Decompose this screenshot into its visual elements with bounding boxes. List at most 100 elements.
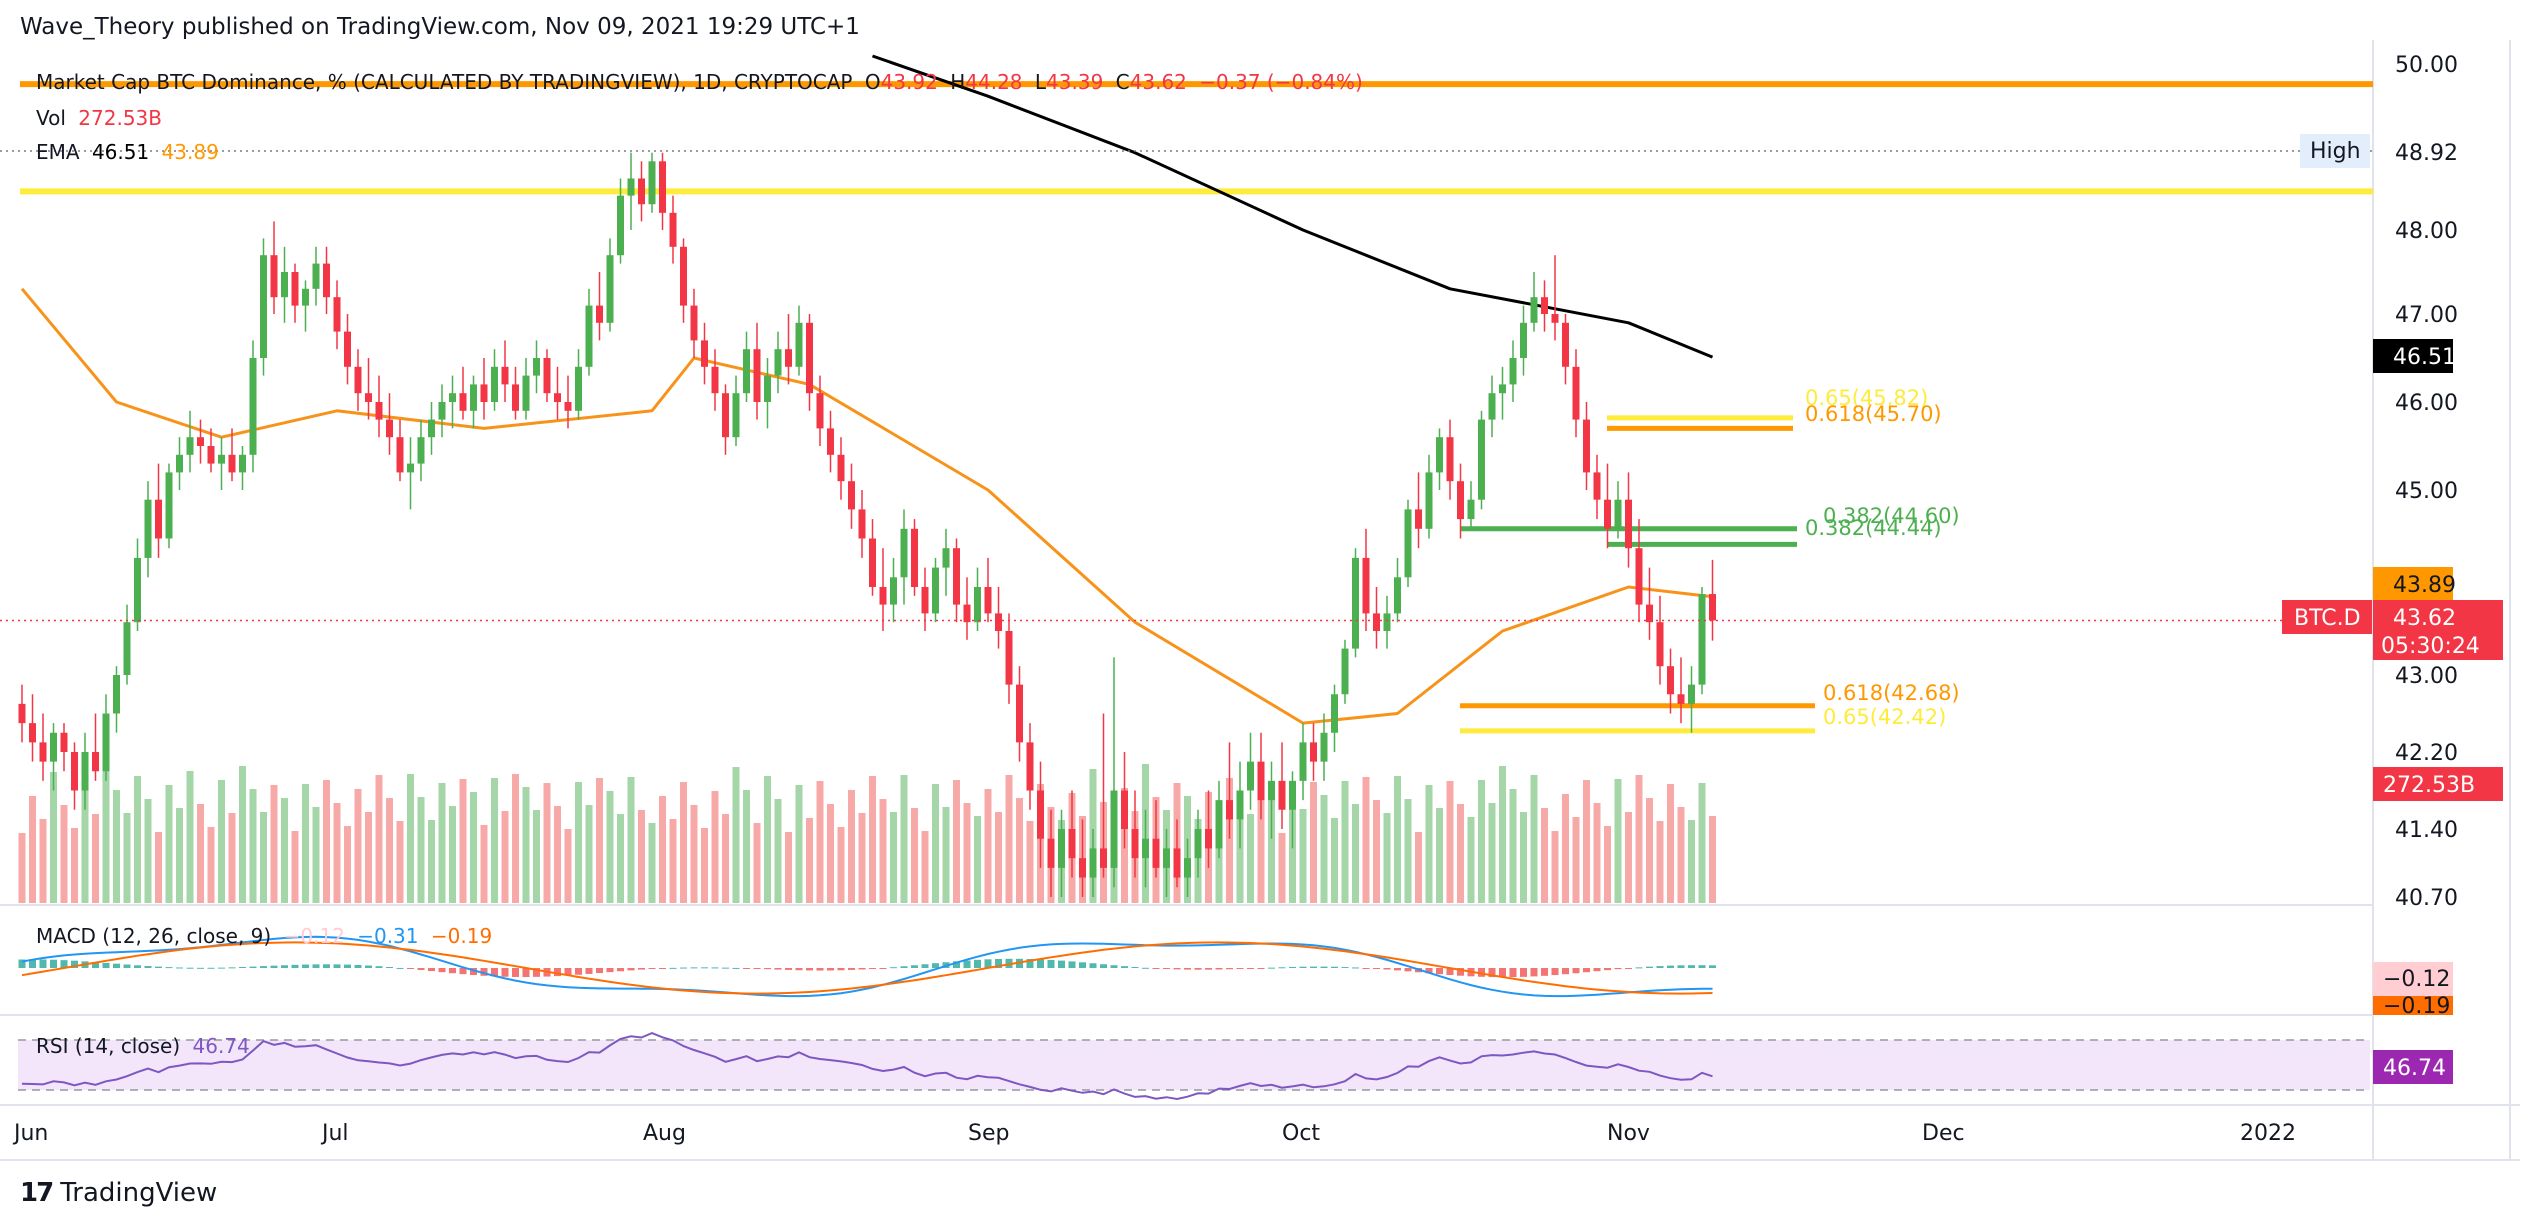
volume-legend[interactable]: Vol 272.53B (36, 106, 168, 130)
volume-bar (1541, 808, 1548, 903)
volume-bar (1394, 776, 1401, 903)
macd-histogram-bar (711, 967, 719, 969)
volume-bar (617, 814, 624, 903)
volume-bar (585, 805, 593, 903)
macd-histogram-bar (575, 968, 582, 975)
candle-body (554, 393, 561, 402)
volume-tag: 272.53B (2383, 773, 2475, 798)
macd-histogram-bar (228, 967, 236, 969)
volume-bar (533, 810, 540, 903)
macd-histogram-bar (1320, 966, 1328, 968)
volume-bar (596, 778, 603, 903)
price-tick: 46.00 (2395, 391, 2458, 416)
volume-bar (323, 780, 330, 903)
macd-histogram-bar (932, 963, 939, 968)
ema50-tag-bg (2373, 567, 2453, 601)
ema50-value: 43.89 (161, 140, 219, 164)
volume-bar (984, 789, 992, 903)
volume-bar (365, 812, 372, 903)
candle-body (449, 393, 456, 402)
volume-bar (575, 782, 582, 903)
volume-bar (974, 816, 981, 903)
macd-legend[interactable]: MACD (12, 26, close, 9) −0.12 −0.31 −0.1… (36, 924, 498, 948)
candle-body (396, 437, 404, 473)
time-axis[interactable]: Jun Jul Aug Sep Oct Nov Dec 2022 (12, 1121, 2296, 1146)
volume-bar (1016, 798, 1023, 903)
candle-body (470, 384, 477, 411)
volume-bar (113, 790, 120, 903)
candle-body (1131, 829, 1139, 859)
macd-histogram-bar (701, 967, 708, 969)
volume-bar (470, 792, 477, 903)
candle-body (60, 732, 68, 752)
candle-body (354, 366, 362, 394)
candle-body (890, 577, 897, 605)
macd-histogram-bar (375, 966, 383, 968)
candle-body (512, 384, 519, 411)
volume-bar (1488, 803, 1496, 903)
macd-histogram-bar (323, 964, 330, 968)
macd-histogram-bar (732, 967, 740, 969)
candle-body (753, 349, 761, 402)
candle-body (50, 732, 57, 762)
candle-body (1415, 509, 1422, 529)
time-tick: Jun (12, 1121, 48, 1146)
macd-histogram-bar (1677, 965, 1685, 968)
candle-body (648, 161, 656, 205)
symbol-legend[interactable]: Market Cap BTC Dominance, % (CALCULATED … (36, 70, 1369, 94)
macd-histogram-bar (533, 968, 540, 977)
price-axis[interactable]: 50.00 48.00 47.00 46.00 45.00 43.00 42.2… (2395, 53, 2458, 911)
macd-histogram-bar (785, 968, 792, 970)
candle-body (606, 255, 614, 323)
candle-body (1583, 419, 1590, 473)
rsi-line (21, 1032, 1713, 1101)
macd-line-value: −0.31 (357, 924, 419, 948)
macd-histogram-bar (1268, 967, 1275, 969)
volume-bar (207, 827, 215, 903)
macd-histogram-bar (1142, 967, 1149, 969)
volume-bar (344, 826, 351, 903)
macd-histogram-bar (1436, 968, 1443, 975)
fib-label-mid-0382-b: 0.382(44.44) (1805, 516, 1942, 540)
candle-body (218, 454, 225, 464)
macd-histogram-bar (1583, 968, 1590, 973)
macd-histogram-bar (260, 966, 267, 968)
macd-histogram-bar (953, 961, 960, 968)
ema-legend[interactable]: EMA 46.51 43.89 (36, 140, 225, 164)
candle-body (585, 305, 593, 367)
rsi-legend[interactable]: RSI (14, close) 46.74 (36, 1034, 256, 1058)
candle-body (659, 161, 666, 213)
volume-bar (869, 776, 876, 903)
ema50-tag: 43.89 (2393, 573, 2456, 598)
volume-bar (197, 804, 204, 903)
macd-histogram-bar (911, 965, 918, 968)
macd-histogram-bar (995, 958, 1002, 968)
macd-hist-value: −0.12 (283, 924, 345, 948)
volume-bar (1562, 794, 1569, 903)
macd-histogram-bar (396, 967, 404, 969)
macd-histogram-bar (123, 964, 131, 968)
symbol-tag-bg (2282, 600, 2372, 634)
candle-body (491, 366, 498, 402)
candle-body (1068, 829, 1076, 859)
macd-histogram-bar (617, 968, 624, 972)
macd-histogram-bar (1635, 967, 1643, 969)
tradingview-footer[interactable]: 17 TradingView (20, 1178, 217, 1208)
macd-hist-tag-bg (2373, 962, 2453, 996)
high-tag-bg (2300, 134, 2370, 168)
macd-histogram-bar (1593, 968, 1601, 972)
volume-bar (1278, 833, 1286, 903)
macd-histogram-bar (1709, 965, 1716, 968)
volume-bar (1646, 798, 1653, 903)
macd-histogram-bar (1625, 968, 1632, 969)
vol-label: Vol (36, 106, 66, 130)
macd-histogram-bar (165, 967, 173, 969)
published-header: Wave_Theory published on TradingView.com… (20, 14, 860, 40)
macd-histogram-bar (627, 968, 635, 971)
candle-body (942, 548, 950, 568)
volume-bar (291, 831, 299, 903)
volume-bar (134, 776, 141, 903)
macd-histogram-bar (764, 968, 771, 970)
macd-histogram-bar (1478, 968, 1485, 977)
